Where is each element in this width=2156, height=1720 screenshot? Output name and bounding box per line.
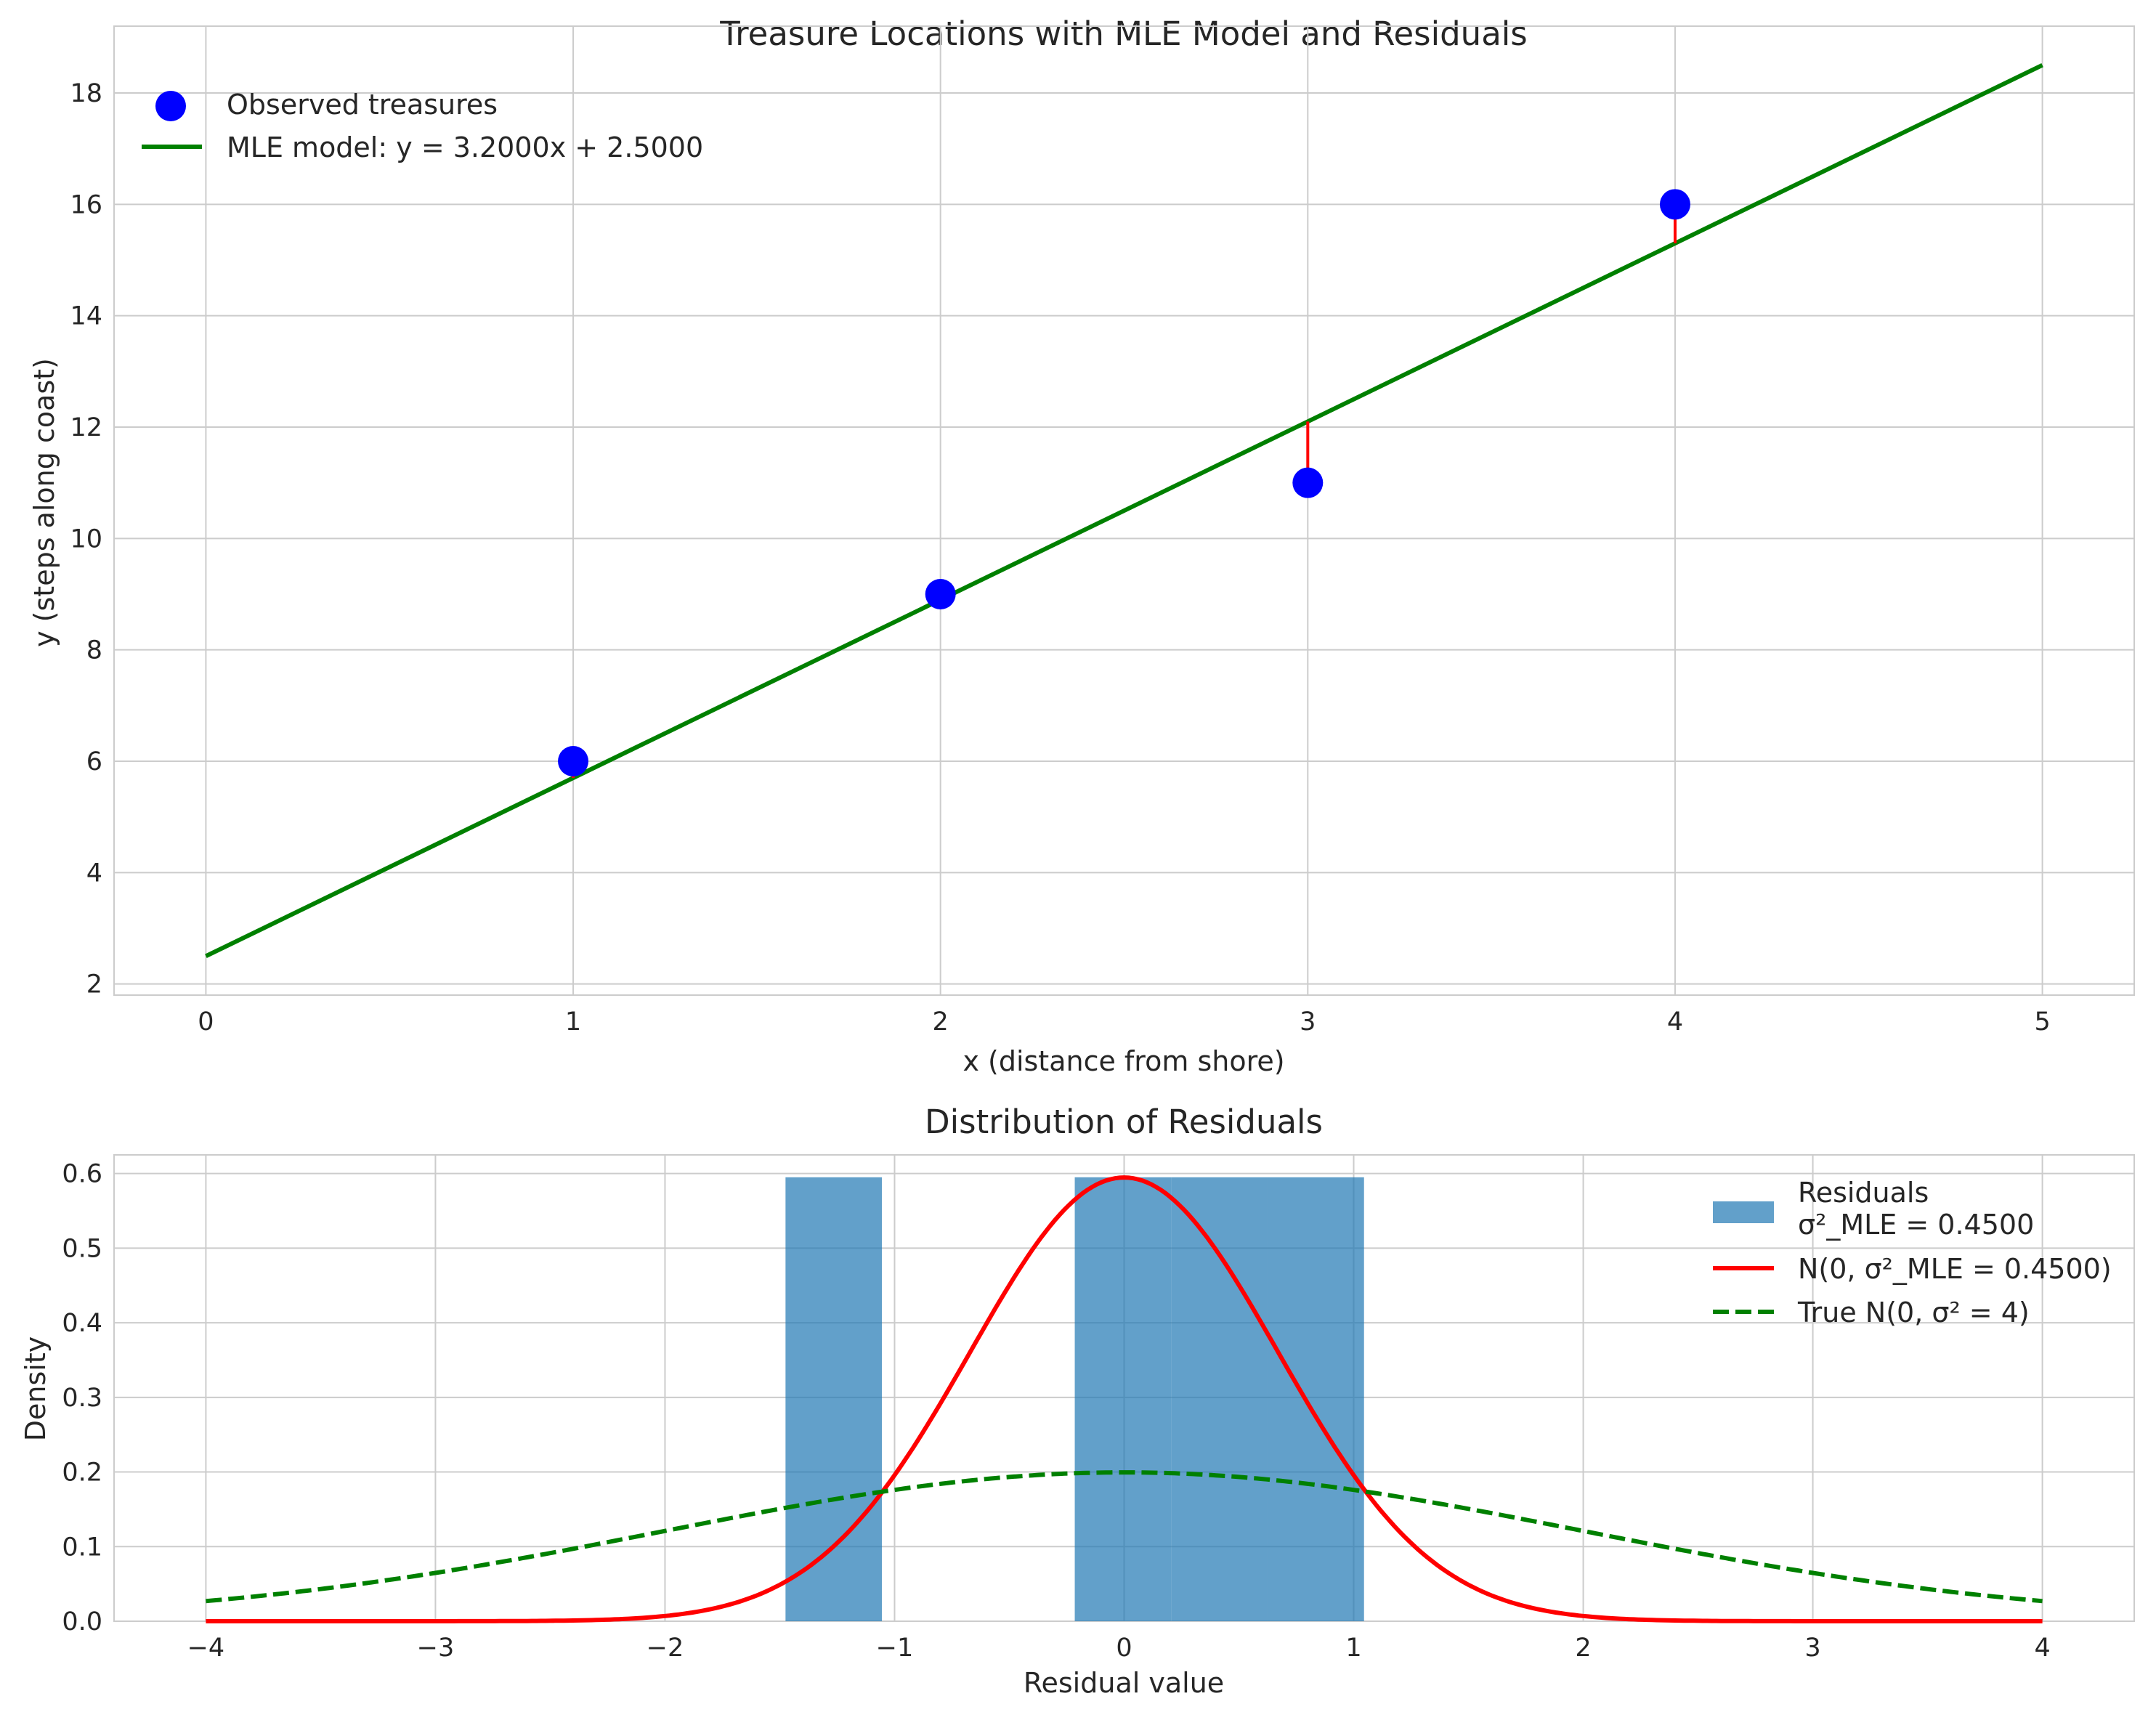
legend-label-residuals: Residuals (1798, 1177, 1929, 1209)
mle-model-line (205, 62, 2043, 959)
legend-label-mle: MLE model: y = 3.2000x + 2.5000 (227, 131, 703, 163)
chart1-y-tick-label: 10 (70, 524, 102, 553)
chart2-x-tick-label: 4 (2034, 1634, 2050, 1663)
chart2-x-ticks: −4 −3 −2 −1 0 1 2 3 4 (187, 1634, 2051, 1663)
chart2-y-axis-label: Density (20, 1336, 52, 1441)
chart1-y-tick-label: 14 (70, 302, 102, 331)
chart1-plot-area (205, 62, 2043, 959)
chart2-x-tick-label: −4 (187, 1634, 225, 1663)
chart1-legend: Observed treasures MLE model: y = 3.2000… (142, 89, 703, 163)
chart1-y-tick-label: 12 (70, 413, 102, 442)
chart2-y-tick-label: 0.4 (62, 1309, 102, 1338)
chart2-y-tick-label: 0.0 (62, 1607, 102, 1636)
chart1-x-axis-label: x (distance from shore) (962, 1045, 1284, 1077)
chart1-y-tick-label: 2 (86, 970, 102, 999)
treasure-point (558, 746, 589, 776)
chart1-y-tick-label: 4 (86, 859, 102, 888)
chart1-y-tick-label: 6 (86, 747, 102, 776)
chart2-y-tick-label: 0.3 (62, 1384, 102, 1413)
chart1-x-ticks: 0 1 2 3 4 5 (198, 1007, 2050, 1037)
chart1-frame (113, 25, 2135, 996)
chart2-x-tick-label: −2 (647, 1634, 684, 1663)
treasure-point (1659, 189, 1690, 220)
chart2-plot-area (206, 1175, 2043, 1623)
chart2-x-tick-label: 3 (1804, 1634, 1820, 1663)
chart2-y-tick-label: 0.1 (62, 1533, 102, 1562)
chart2-x-tick-label: 0 (1116, 1634, 1132, 1663)
residuals-histogram-chart: Distribution of Residuals −4 −3 −2 −1 0 1 2 3 4 … (20, 1103, 2135, 1699)
chart1-x-tick-label: 2 (933, 1007, 949, 1037)
chart2-x-tick-label: 1 (1345, 1634, 1361, 1663)
chart1-y-ticks: 2 4 6 8 10 12 14 16 18 (70, 79, 102, 999)
treasure-point (1292, 467, 1324, 498)
true-normal-curve (206, 1470, 2043, 1604)
legend-label-true-normal: True N(0, σ² = 4) (1797, 1297, 2030, 1328)
chart1-y-tick-label: 8 (86, 636, 102, 665)
chart2-title: Distribution of Residuals (925, 1103, 1323, 1141)
chart1-y-tick-label: 16 (70, 190, 102, 219)
residual-histogram-bar (1171, 1177, 1268, 1621)
chart1-x-tick-label: 5 (2034, 1007, 2050, 1037)
residual-histogram-bar (1074, 1177, 1172, 1621)
chart2-y-tick-label: 0.5 (62, 1234, 102, 1263)
chart2-x-axis-label: Residual value (1024, 1667, 1224, 1699)
legend-label-mle-normal: N(0, σ²_MLE = 0.4500) (1798, 1253, 2112, 1285)
chart2-x-tick-label: 2 (1575, 1634, 1591, 1663)
treasure-point (925, 579, 956, 609)
chart2-legend: Residuals σ²_MLE = 0.4500 N(0, σ²_MLE = … (1713, 1177, 2112, 1328)
legend-marker-observed (155, 91, 186, 121)
chart2-x-tick-label: −1 (876, 1634, 914, 1663)
legend-label-observed: Observed treasures (227, 89, 498, 121)
residual-histogram-bar (1268, 1177, 1364, 1621)
chart1-y-axis-label: y (steps along coast) (28, 358, 60, 647)
chart1-x-tick-label: 4 (1667, 1007, 1683, 1037)
chart1-x-tick-label: 0 (198, 1007, 214, 1037)
chart2-x-tick-label: −3 (417, 1634, 455, 1663)
chart1-y-tick-label: 18 (70, 79, 102, 108)
chart2-y-ticks: 0.0 0.1 0.2 0.3 0.4 0.5 0.6 (62, 1160, 102, 1636)
mle-normal-curve (206, 1175, 2043, 1623)
chart1-title: Treasure Locations with MLE Model and Re… (719, 15, 1527, 53)
chart1-grid (113, 25, 2135, 996)
legend-label-residuals-variance: σ²_MLE = 0.4500 (1798, 1209, 2034, 1241)
residual-histogram-bar (785, 1177, 883, 1621)
chart1-x-tick-label: 1 (565, 1007, 581, 1037)
chart2-y-tick-label: 0.6 (62, 1160, 102, 1189)
treasure-scatter-chart: Treasure Locations with MLE Model and Re… (28, 15, 2135, 1077)
chart2-y-tick-label: 0.2 (62, 1459, 102, 1488)
chart1-x-tick-label: 3 (1300, 1007, 1316, 1037)
legend-patch-residuals (1713, 1201, 1774, 1223)
